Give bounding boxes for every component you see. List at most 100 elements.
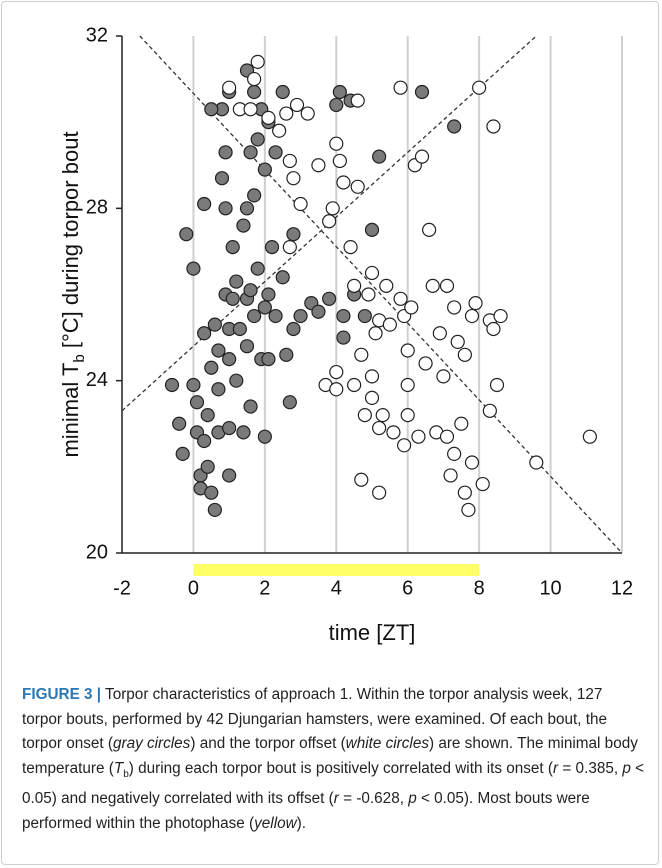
- point: [268, 145, 283, 160]
- point: [372, 149, 387, 164]
- x-axis-label: time [ZT]: [329, 620, 416, 645]
- point: [418, 356, 433, 371]
- caption: FIGURE 3 | Torpor characteristics of app…: [22, 683, 646, 837]
- point: [197, 326, 212, 341]
- point: [236, 218, 251, 233]
- point: [261, 352, 276, 367]
- trend-line: [121, 35, 537, 412]
- point: [379, 278, 394, 293]
- x-tick-label: 2: [259, 577, 270, 599]
- point: [336, 330, 351, 345]
- point: [172, 416, 187, 431]
- point: [282, 153, 297, 169]
- point: [447, 446, 462, 462]
- point: [450, 334, 465, 349]
- point: [247, 71, 262, 87]
- caption-part: ) are shown. The minimal body temperatur…: [22, 735, 638, 777]
- point: [422, 222, 437, 237]
- point: [329, 364, 344, 380]
- point: [264, 240, 280, 255]
- point: [261, 110, 276, 125]
- point: [400, 408, 415, 423]
- point: [414, 84, 430, 100]
- point: [486, 119, 501, 134]
- point: [350, 93, 365, 108]
- point: [293, 308, 308, 324]
- point: [354, 472, 369, 487]
- point: [472, 80, 487, 95]
- point: [222, 352, 237, 367]
- point: [204, 485, 219, 500]
- caption-part: < 0.05). Most bouts were performed withi…: [22, 790, 590, 833]
- point: [457, 347, 472, 362]
- caption-part: = -0.628,: [338, 790, 409, 808]
- point: [250, 132, 265, 147]
- point: [275, 84, 290, 100]
- point: [247, 188, 262, 203]
- point: [322, 291, 337, 306]
- y-axis-label-part: minimal T: [58, 363, 83, 458]
- point: [364, 369, 380, 384]
- point: [204, 102, 219, 117]
- point: [300, 106, 315, 121]
- point: [332, 84, 347, 100]
- point: [336, 175, 351, 190]
- point: [582, 429, 597, 444]
- point: [232, 321, 247, 337]
- point: [400, 377, 415, 393]
- point: [464, 308, 480, 324]
- point: [347, 377, 362, 393]
- point: [393, 80, 408, 95]
- caption-part: ) during each torpor bout is positively …: [128, 759, 554, 777]
- point: [214, 171, 230, 186]
- point: [250, 261, 265, 276]
- point: [393, 291, 408, 306]
- point: [289, 97, 305, 113]
- point: [229, 373, 244, 388]
- point: [439, 278, 455, 293]
- point: [268, 308, 283, 324]
- point: [225, 240, 240, 255]
- point: [372, 420, 387, 436]
- point: [204, 360, 219, 375]
- point: [211, 382, 226, 397]
- point: [368, 326, 383, 341]
- point: [239, 201, 255, 216]
- point: [439, 429, 455, 444]
- caption-part: b: [123, 768, 129, 780]
- point: [329, 97, 344, 113]
- photophase-band: [193, 564, 480, 576]
- point: [382, 317, 397, 332]
- point: [443, 468, 458, 483]
- x-tick-label: 6: [402, 577, 413, 599]
- point: [482, 403, 497, 418]
- y-tick-label: 32: [86, 24, 108, 46]
- point: [372, 485, 387, 500]
- point: [200, 408, 215, 423]
- point: [282, 240, 297, 255]
- caption-part: r: [553, 759, 559, 777]
- point: [179, 227, 194, 242]
- point: [218, 145, 233, 160]
- point: [222, 80, 237, 95]
- point: [222, 468, 237, 483]
- caption-part: p: [622, 759, 631, 777]
- point: [243, 145, 258, 160]
- point: [275, 270, 290, 285]
- x-tick-label: 0: [188, 577, 199, 599]
- caption-part: gray circles: [112, 735, 191, 753]
- point: [447, 119, 462, 134]
- x-tick-label: -2: [113, 577, 131, 599]
- point: [329, 136, 344, 151]
- point: [404, 300, 419, 315]
- point: [243, 283, 258, 298]
- point: [218, 201, 233, 216]
- point: [189, 395, 205, 410]
- point: [236, 425, 251, 440]
- point: [364, 222, 380, 237]
- x-tick-label: 12: [611, 577, 633, 599]
- caption-part: p: [408, 790, 417, 808]
- y-axis-label: minimal Tb [°C] during torpor bout: [58, 131, 89, 457]
